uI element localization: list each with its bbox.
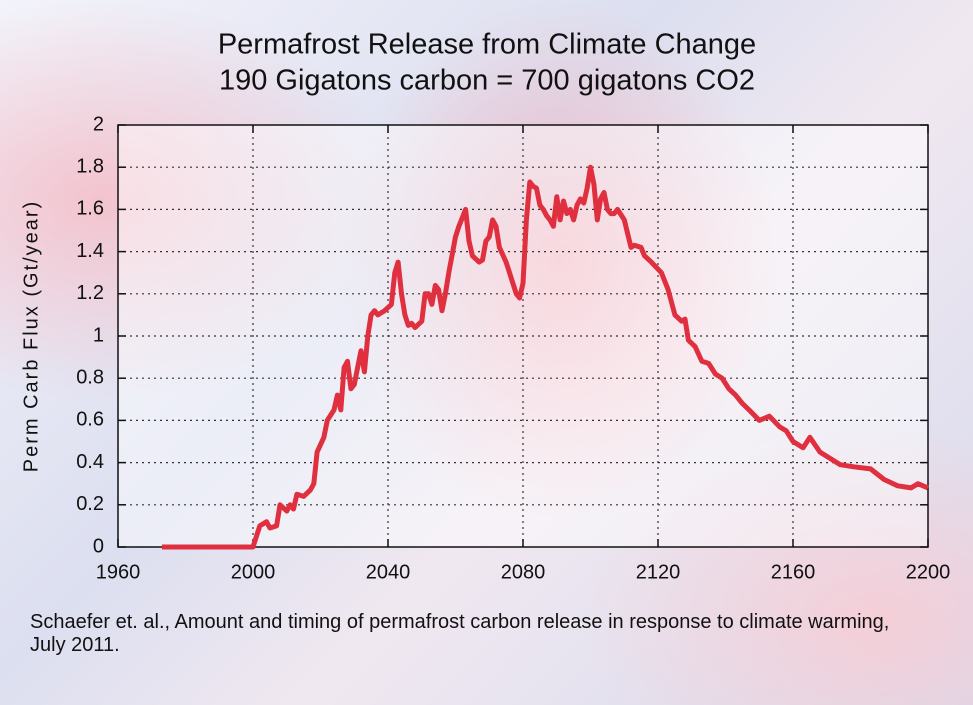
x-tick-label: 2000 [231, 561, 276, 583]
x-tick-label: 2040 [366, 561, 411, 583]
y-tick-label: 1 [93, 324, 104, 346]
x-tick-label: 2160 [771, 561, 816, 583]
data-line [161, 164, 929, 550]
y-tick-label: 0.8 [76, 366, 104, 388]
y-tick-label: 1.4 [76, 240, 104, 262]
y-tick-label: 0.4 [76, 451, 104, 473]
x-tick-label: 2120 [636, 561, 681, 583]
y-tick-label: 1.2 [76, 282, 104, 304]
y-tick-label: 1.8 [76, 155, 104, 177]
y-tick-label: 0.6 [76, 409, 104, 431]
y-tick-label: 1.6 [76, 198, 104, 220]
y-axis-label: Perm Carb Flux (Gt/year) [20, 200, 42, 472]
y-tick-label: 0 [93, 535, 104, 557]
x-tick-label: 2080 [501, 561, 546, 583]
source-note: Schaefer et. al., Amount and timing of p… [30, 611, 890, 656]
y-tick-label: 0.2 [76, 493, 104, 515]
chart-subtitle: 190 Gigatons carbon = 700 gigatons CO2 [219, 65, 755, 97]
plot-frame [117, 124, 929, 548]
x-tick-label: 1960 [96, 561, 141, 583]
x-tick-label: 2200 [906, 561, 951, 583]
y-tick-label: 2 [93, 113, 104, 135]
chart-title: Permafrost Release from Climate Change [218, 29, 756, 61]
